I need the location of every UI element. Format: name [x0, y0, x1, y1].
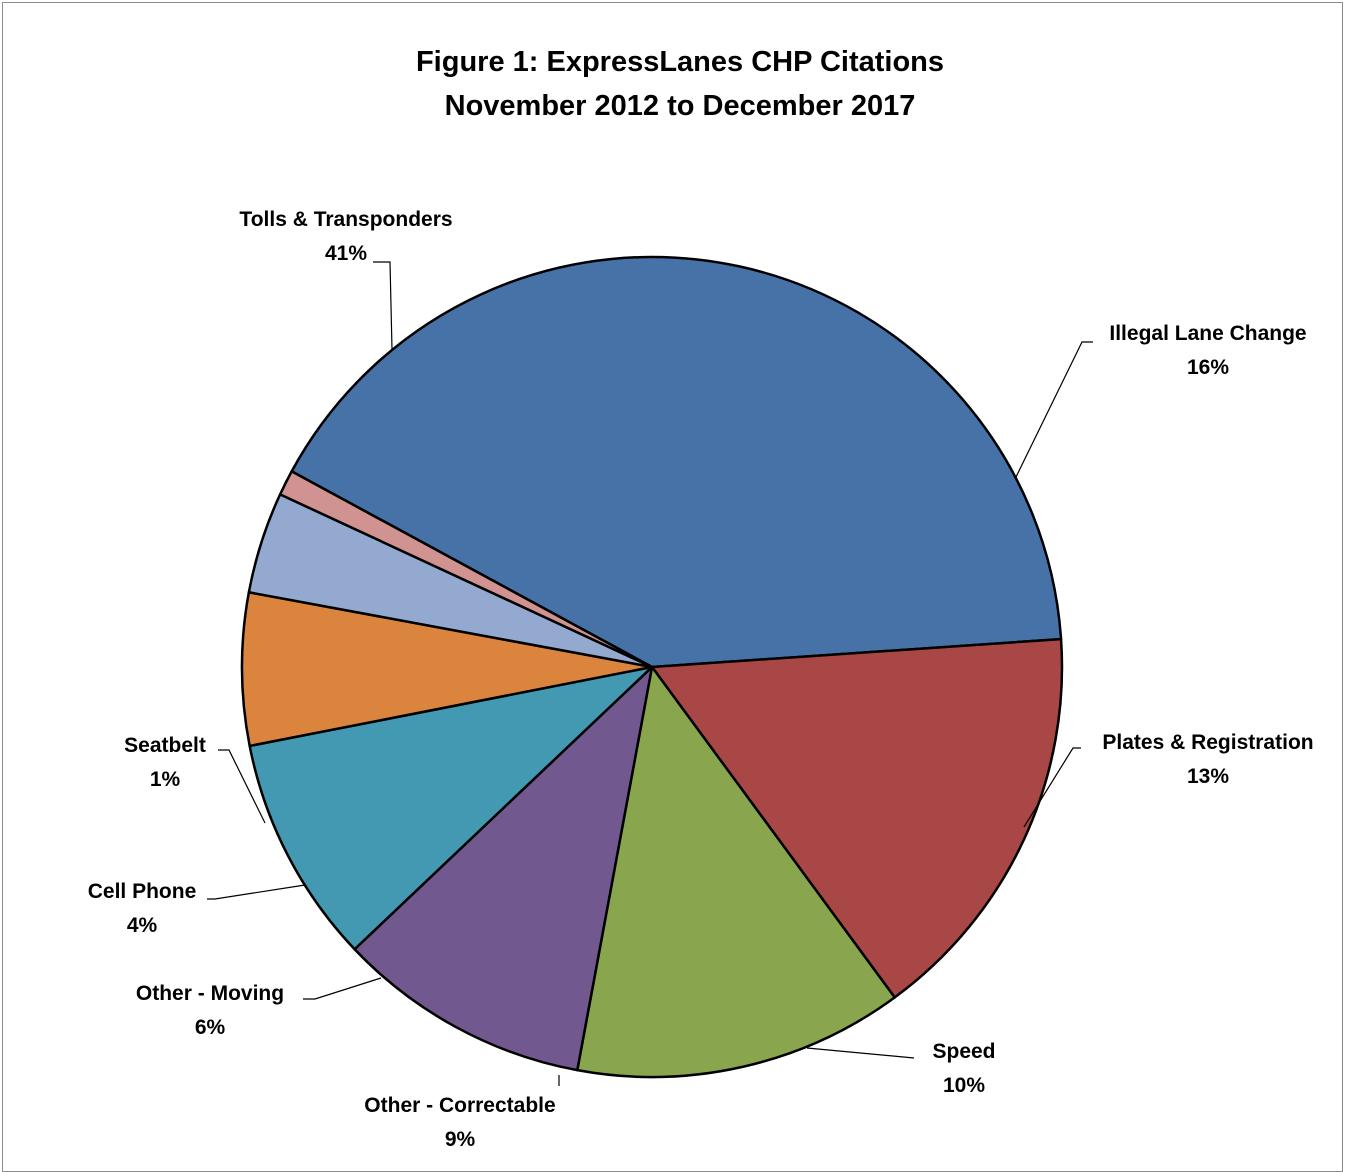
slice-label: Speed — [932, 1040, 995, 1063]
slice-label: Plates & Registration — [1102, 731, 1313, 754]
slice-percent-label: 41% — [325, 242, 367, 265]
chart-subtitle: November 2012 to December 2017 — [445, 90, 916, 122]
leader-line — [807, 1048, 914, 1058]
slice-percent-label: 16% — [1187, 356, 1229, 379]
leader-line — [373, 262, 392, 349]
slice-label: Other - Correctable — [364, 1094, 555, 1117]
chart-title: Figure 1: ExpressLanes CHP Citations — [416, 46, 944, 78]
slice-label: Cell Phone — [88, 880, 197, 903]
leader-line — [303, 978, 381, 999]
slice-percent-label: 6% — [195, 1016, 226, 1039]
slice-label: Other - Moving — [136, 982, 284, 1005]
slice-label: Illegal Lane Change — [1109, 322, 1306, 345]
slice-label: Seatbelt — [124, 734, 206, 757]
leader-line — [1015, 342, 1093, 479]
leader-line — [207, 885, 305, 899]
slices-layer — [242, 257, 1062, 1077]
slice-percent-label: 10% — [943, 1074, 985, 1097]
slice-percent-label: 13% — [1187, 765, 1229, 788]
slice-percent-label: 9% — [445, 1128, 476, 1151]
slice-percent-label: 4% — [127, 914, 158, 937]
slice-percent-label: 1% — [150, 768, 181, 791]
slice-label: Tolls & Transponders — [239, 208, 452, 231]
